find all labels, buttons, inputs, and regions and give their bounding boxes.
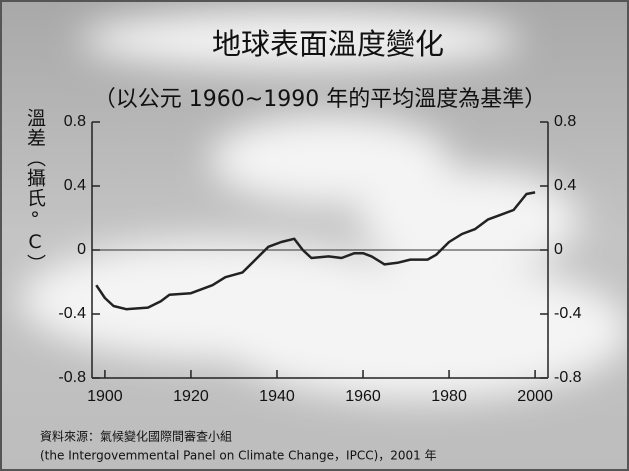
y2-tick-label: -0.4 — [554, 305, 582, 322]
y2-tick-label: 0.8 — [554, 113, 576, 130]
y-tick-label: -0.4 — [58, 305, 86, 322]
y2-tick-label: 0.4 — [554, 177, 576, 194]
y-axis-label: 溫差（攝氏°C） — [24, 108, 46, 274]
y-tick-label: 0 — [77, 241, 86, 258]
chart-subtitle: （以公元 1960~1990 年的平均溫度為基準） — [94, 87, 546, 112]
y2-tick-label: -0.8 — [554, 369, 582, 386]
y-tick-label: 0.8 — [64, 113, 86, 130]
x-tick-label: 1980 — [431, 388, 467, 405]
y-tick-label: 0.4 — [64, 177, 86, 194]
y-tick-label: -0.8 — [58, 369, 86, 386]
x-tick-label: 1940 — [259, 388, 295, 405]
chart-title: 地球表面溫度變化 — [212, 27, 444, 61]
source: 資料來源：氣候變化國際間審查小組 — [40, 429, 232, 444]
x-tick-label: 1960 — [345, 388, 381, 405]
line-series — [95, 191, 536, 311]
source: (the Intergovemmental Panel on Climate C… — [40, 449, 437, 463]
x-tick-label: 2000 — [517, 388, 553, 405]
x-tick-label: 1900 — [87, 388, 123, 405]
y2-tick-label: 0 — [554, 241, 563, 258]
x-tick-label: 1920 — [173, 388, 209, 405]
